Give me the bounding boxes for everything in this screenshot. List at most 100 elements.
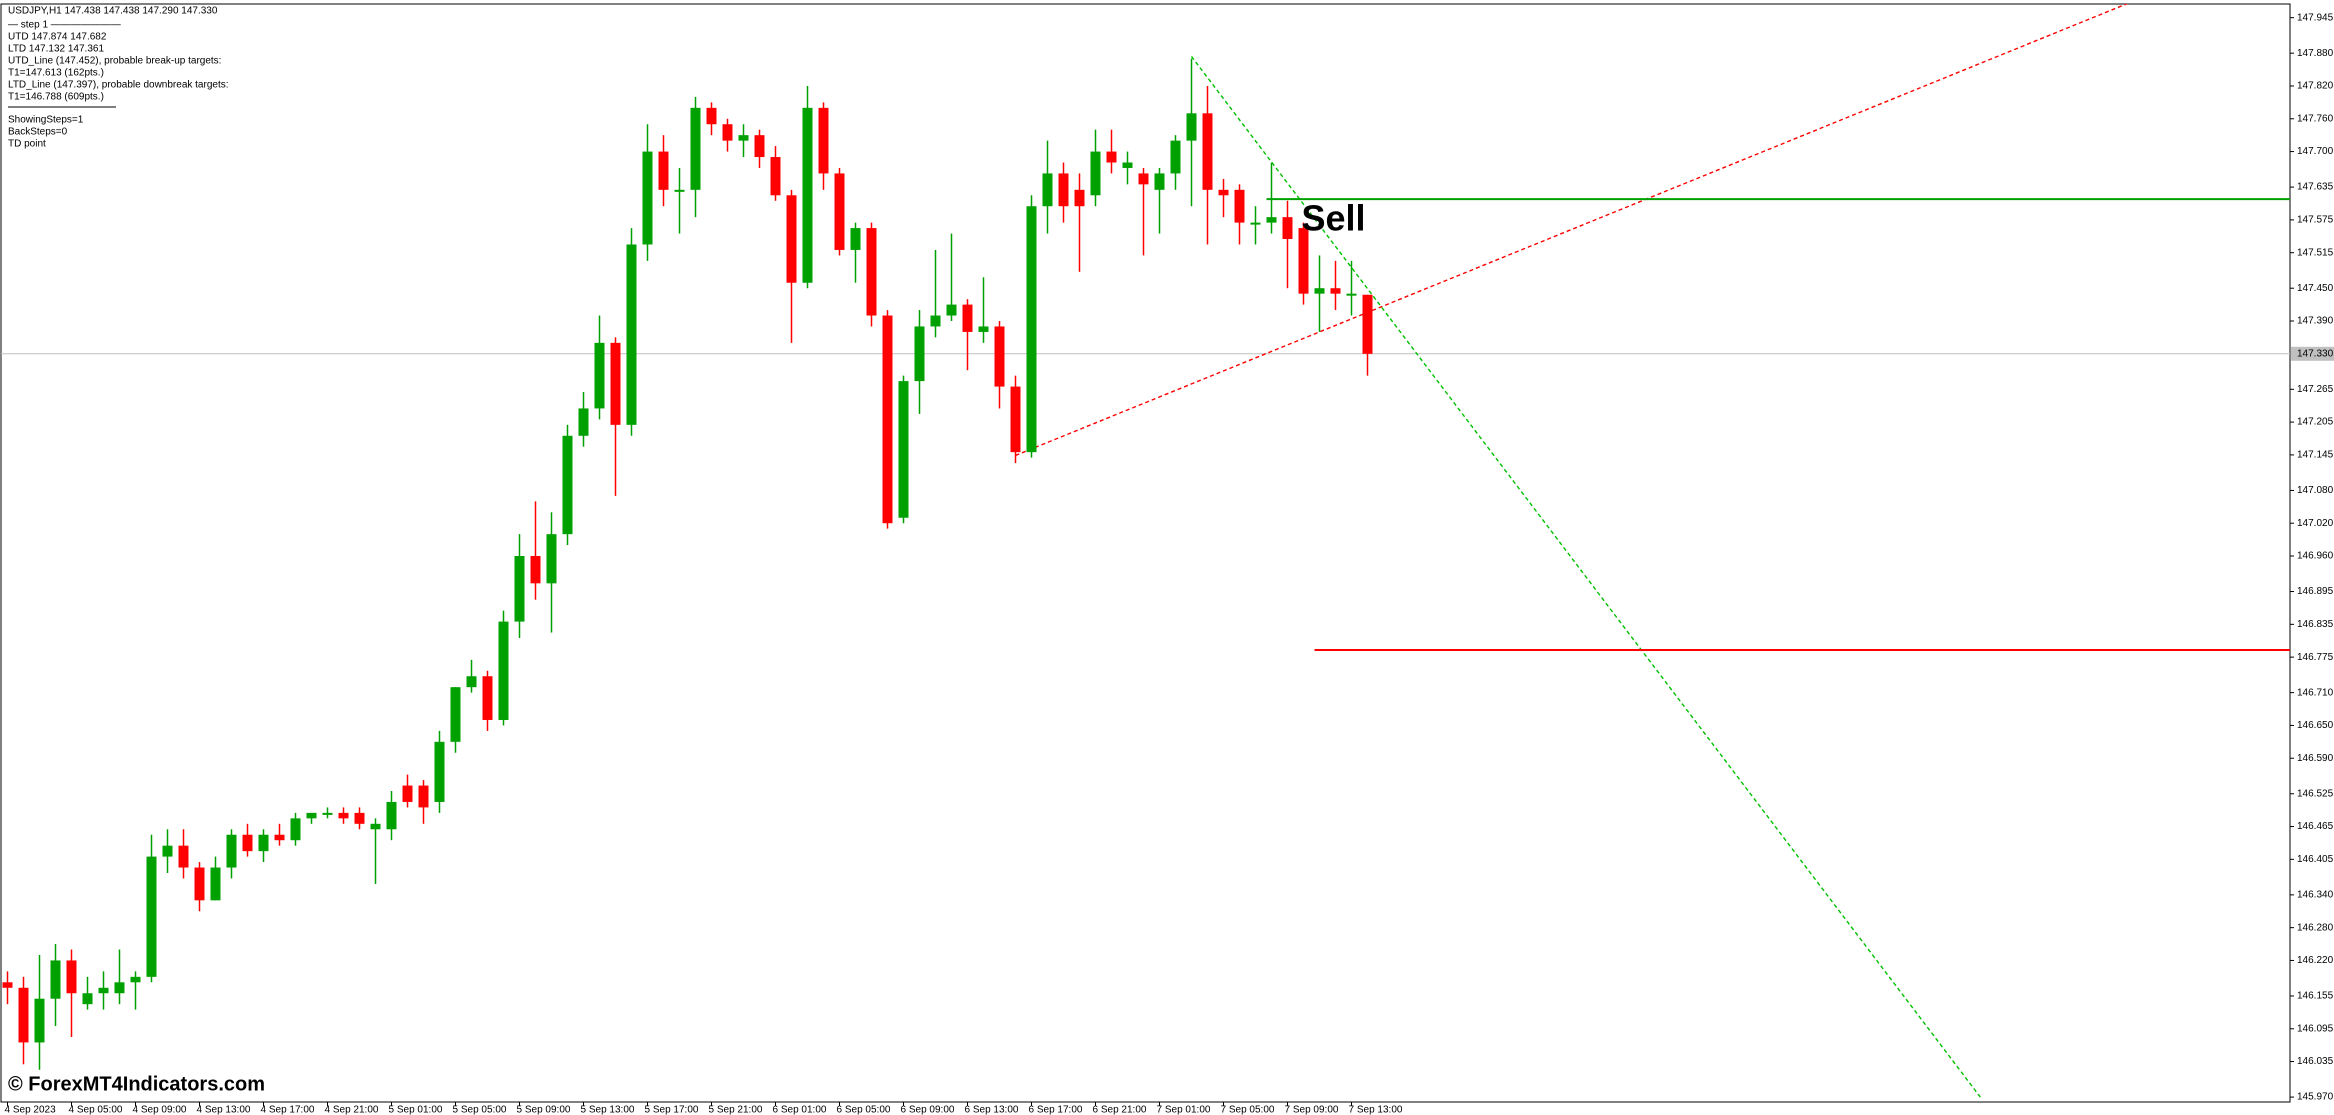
candle-body <box>338 812 349 819</box>
y-tick-label: 147.205 <box>2297 417 2334 428</box>
y-tick-label: 146.405 <box>2297 854 2334 865</box>
x-tick-label: 5 Sep 13:00 <box>581 1105 635 1115</box>
candle-body <box>578 408 589 436</box>
candle-body <box>322 812 333 815</box>
trendline <box>1190 56 1981 1098</box>
candle-body <box>898 381 909 518</box>
candle-body <box>914 326 925 382</box>
candle-body <box>306 812 317 819</box>
x-tick-label: 7 Sep 05:00 <box>1221 1105 1275 1115</box>
candle-body <box>1058 173 1069 207</box>
x-tick-label: 5 Sep 17:00 <box>645 1105 699 1115</box>
candle-body <box>1282 217 1293 240</box>
y-tick-label: 146.525 <box>2297 788 2334 799</box>
trendline <box>1015 4 2129 457</box>
y-tick-label: 147.760 <box>2297 113 2334 124</box>
candle-body <box>962 304 973 332</box>
candle-body <box>786 195 797 283</box>
candle-body <box>722 124 733 141</box>
candle-body <box>994 326 1005 387</box>
y-tick-label: 146.710 <box>2297 687 2334 698</box>
x-tick-label: 4 Sep 13:00 <box>197 1105 251 1115</box>
y-tick-label: 147.265 <box>2297 384 2334 395</box>
candle-body <box>610 342 621 425</box>
y-tick-label: 146.155 <box>2297 991 2334 1002</box>
candle-body <box>930 315 941 327</box>
y-tick-label: 146.035 <box>2297 1056 2334 1067</box>
candle-body <box>658 151 669 190</box>
y-tick-label: 146.775 <box>2297 652 2334 663</box>
x-tick-label: 4 Sep 05:00 <box>69 1105 123 1115</box>
candle-body <box>1186 113 1197 141</box>
candle-body <box>1010 386 1021 453</box>
plot-frame <box>0 3 2291 1103</box>
info-line: T1=146.788 (609pts.) <box>8 92 104 103</box>
setting-line: BackSteps=0 <box>8 127 68 138</box>
info-line: LTD_Line (147.397), probable downbreak t… <box>8 80 229 91</box>
chart-title: USDJPY,H1 147.438 147.438 147.290 147.33… <box>8 6 218 17</box>
candle-body <box>274 834 285 841</box>
candle-body <box>674 189 685 192</box>
candle-body <box>1202 113 1213 190</box>
candle-body <box>1250 222 1261 225</box>
y-tick-label: 147.390 <box>2297 316 2334 327</box>
candle-body <box>1330 288 1341 294</box>
y-tick-label: 146.895 <box>2297 586 2334 597</box>
current-price-box <box>2291 346 2334 361</box>
x-tick-label: 6 Sep 13:00 <box>965 1105 1019 1115</box>
candle-body <box>114 982 125 994</box>
candle-body <box>850 228 861 250</box>
candle-body <box>1106 151 1117 163</box>
candle-body <box>530 556 541 584</box>
candle-body <box>1090 151 1101 196</box>
candle-body <box>2 982 13 988</box>
candle-body <box>978 326 989 332</box>
x-tick-label: 5 Sep 05:00 <box>453 1105 507 1115</box>
watermark: © ForexMT4Indicators.com <box>8 1073 265 1095</box>
candle-body <box>242 834 253 852</box>
candle-body <box>34 998 45 1043</box>
candle-body <box>1154 173 1165 190</box>
x-tick-label: 4 Sep 09:00 <box>133 1105 187 1115</box>
candle-body <box>514 556 525 622</box>
info-line: T1=147.613 (162pts.) <box>8 68 104 79</box>
candle-body <box>178 845 189 868</box>
x-tick-label: 6 Sep 17:00 <box>1029 1105 1083 1115</box>
y-tick-label: 147.575 <box>2297 215 2334 226</box>
y-tick-label: 147.145 <box>2297 450 2334 461</box>
y-tick-label: 147.700 <box>2297 146 2334 157</box>
candle-body <box>418 785 429 808</box>
x-tick-label: 6 Sep 09:00 <box>901 1105 955 1115</box>
candle-body <box>1314 288 1325 294</box>
candle-body <box>706 107 717 125</box>
x-tick-label: 4 Sep 2023 <box>5 1105 57 1115</box>
x-tick-label: 7 Sep 13:00 <box>1349 1105 1403 1115</box>
y-tick-label: 147.820 <box>2297 81 2334 92</box>
candle-body <box>226 834 237 868</box>
candle-body <box>946 304 957 316</box>
candle-body <box>1122 162 1133 168</box>
candle-body <box>866 228 877 316</box>
candle-body <box>434 741 445 802</box>
candle-body <box>1218 189 1229 196</box>
candle-body <box>290 818 301 841</box>
x-tick-label: 6 Sep 01:00 <box>773 1105 827 1115</box>
candle-body <box>1042 173 1053 207</box>
info-line: UTD 147.874 147.682 <box>8 32 107 43</box>
candle-body <box>818 107 829 174</box>
candle-body <box>1266 217 1277 223</box>
candle-body <box>402 785 413 802</box>
candle-body <box>194 867 205 901</box>
setting-line: ShowingSteps=1 <box>8 115 84 126</box>
y-tick-label: 146.590 <box>2297 753 2334 764</box>
candle-body <box>1026 206 1037 453</box>
y-tick-label: 146.835 <box>2297 619 2334 630</box>
candle-body <box>546 534 557 584</box>
candle-body <box>354 812 365 824</box>
candle-body <box>370 823 381 830</box>
y-tick-label: 146.220 <box>2297 955 2334 966</box>
candle-body <box>1298 228 1309 294</box>
info-line: UTD_Line (147.452), probable break-up ta… <box>8 56 221 67</box>
